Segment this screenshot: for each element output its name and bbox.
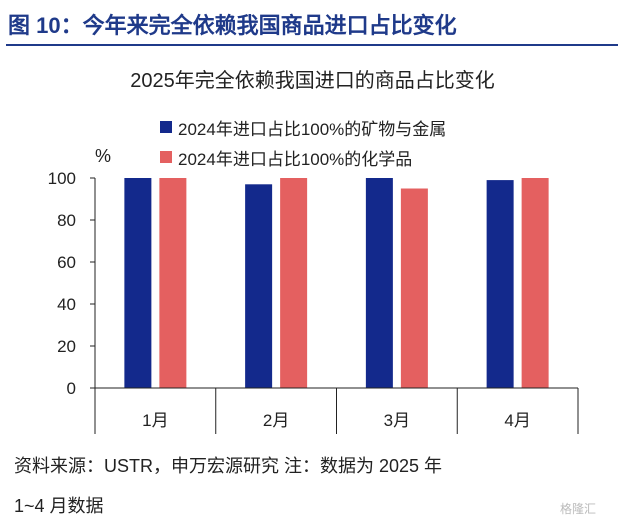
- bar-minerals-1: [124, 178, 152, 388]
- y-tick-label-5: 100: [48, 169, 76, 188]
- bar-chemicals-4: [521, 178, 549, 388]
- x-tick-label-2: 2月: [263, 411, 289, 430]
- bar-chemicals-3: [400, 188, 428, 388]
- legend-item-chemicals: 2024年进口占比100%的化学品: [160, 142, 446, 172]
- legend-item-minerals: 2024年进口占比100%的矿物与金属: [160, 112, 446, 142]
- y-tick-label-0: 0: [67, 379, 76, 398]
- legend-label-minerals: 2024年进口占比100%的矿物与金属: [178, 119, 447, 139]
- chart-title: 2025年完全依赖我国进口的商品占比变化: [130, 70, 495, 92]
- source-note-line-2: 1~4 月数据: [14, 496, 104, 516]
- x-tick-label-1: 1月: [142, 411, 168, 430]
- y-tick-label-1: 20: [57, 337, 76, 356]
- y-tick-label-4: 80: [57, 211, 76, 230]
- x-tick-label-3: 3月: [384, 411, 410, 430]
- bar-minerals-4: [486, 180, 514, 388]
- bar-minerals-2: [245, 184, 273, 388]
- bar-chemicals-1: [159, 178, 187, 388]
- legend-label-chemicals: 2024年进口占比100%的化学品: [178, 149, 413, 169]
- source-note-line-1: 资料来源：USTR，申万宏源研究 注：数据为 2025 年: [14, 456, 443, 476]
- y-axis-unit-label: %: [95, 146, 112, 166]
- y-tick-label-3: 60: [57, 253, 76, 272]
- legend-swatch-chemicals: [160, 151, 172, 163]
- bar-minerals-3: [365, 178, 393, 388]
- x-tick-label-4: 4月: [504, 411, 530, 430]
- bar-chemicals-2: [280, 178, 308, 388]
- watermark-logo: 格隆汇: [560, 502, 597, 516]
- legend-swatch-minerals: [160, 121, 172, 133]
- legend: 2024年进口占比100%的矿物与金属 2024年进口占比100%的化学品: [160, 112, 446, 172]
- y-tick-label-2: 40: [57, 295, 76, 314]
- heading-rule: [6, 44, 618, 46]
- figure-heading: 图 10：今年来完全依赖我国商品进口占比变化: [8, 13, 457, 38]
